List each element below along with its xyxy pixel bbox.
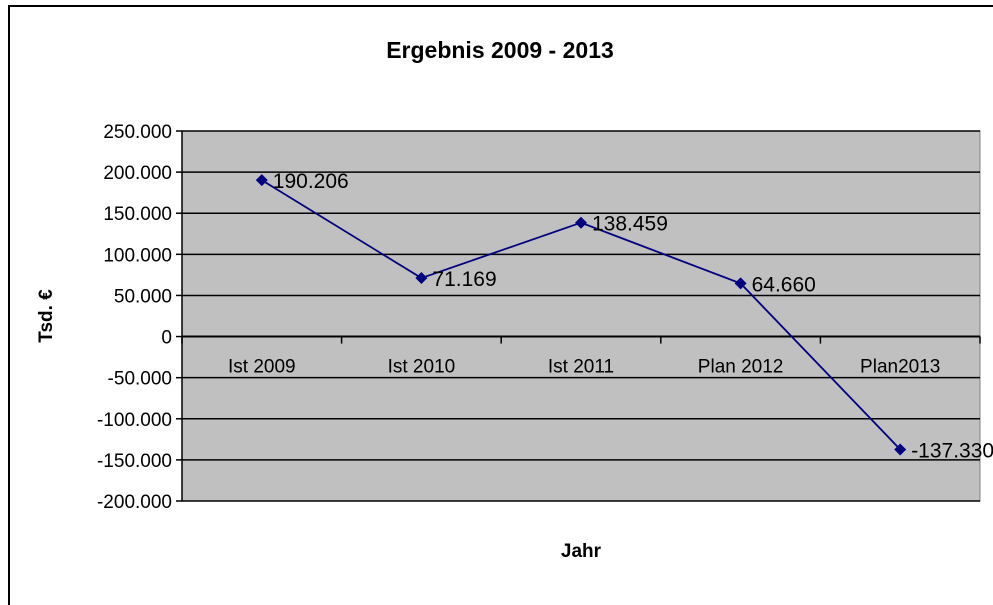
series: 190.206 71.169 138.459 64.660 -137.330: [255, 170, 993, 462]
data-label: -137.330: [911, 439, 993, 462]
y-tick-label: 250.000: [103, 122, 172, 143]
x-tick-label: Plan2013: [860, 357, 940, 378]
y-tick-label: 0: [161, 328, 172, 349]
y-tick-label: 200.000: [103, 163, 172, 184]
data-point: [575, 216, 587, 229]
data-point: [255, 174, 268, 187]
y-axis-title: Tsd. €: [36, 289, 57, 343]
chart: Ergebnis 2009 - 2013 250.000 200.000 150.0…: [36, 37, 993, 562]
x-tick-label: Ist 2010: [388, 357, 456, 378]
data-point: [734, 277, 747, 290]
chart-title: Ergebnis 2009 - 2013: [386, 37, 614, 63]
y-tick-label: -50.000: [108, 369, 172, 390]
data-label: 64.660: [752, 273, 816, 296]
plot-area: [181, 130, 981, 502]
y-tick-label: 100.000: [103, 245, 172, 266]
x-tick-label: Ist 2011: [548, 357, 614, 378]
data-point: [415, 272, 428, 285]
y-tick-label: -100.000: [97, 410, 172, 431]
data-label: 190.206: [273, 170, 349, 193]
y-axis: 250.000 200.000 150.000 100.000 50.000 0 -50.0…: [97, 122, 183, 513]
x-axis: Ist 2009 Ist 2010 Ist 2011 Plan 2012 Plan201…: [181, 335, 981, 378]
chart-frame: [8, 5, 993, 605]
data-label: 71.169: [432, 268, 496, 291]
data-point: [894, 443, 907, 456]
x-tick-label: Plan 2012: [698, 357, 784, 378]
x-axis-title: Jahr: [561, 541, 602, 562]
y-tick-label: 50.000: [114, 286, 172, 307]
y-tick-label: 150.000: [103, 204, 172, 225]
x-tick-label: Ist 2009: [228, 357, 296, 378]
y-tick-label: -150.000: [97, 451, 172, 472]
data-label: 138.459: [592, 213, 668, 236]
y-tick-label: -200.000: [97, 492, 172, 513]
